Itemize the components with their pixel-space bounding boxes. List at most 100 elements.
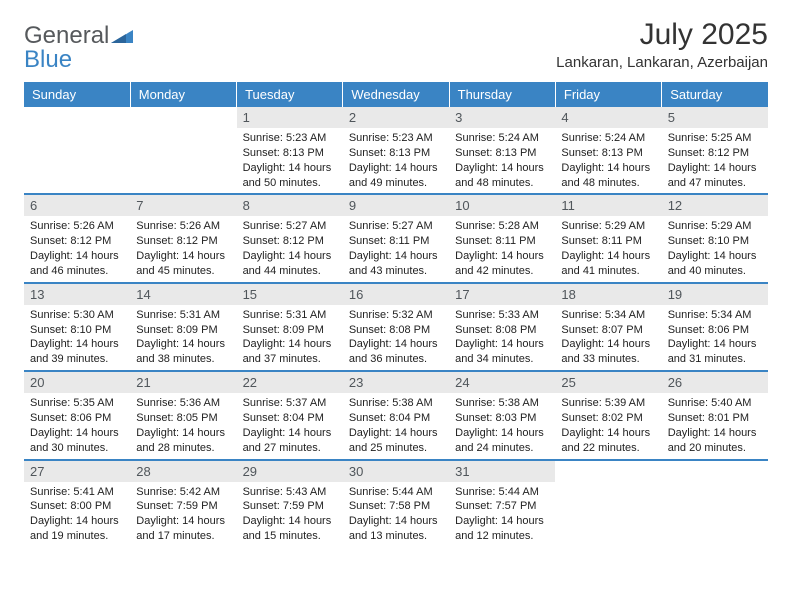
daylight-text: Daylight: 14 hours and 39 minutes.: [30, 337, 124, 367]
sunset-text: Sunset: 8:12 PM: [243, 234, 337, 249]
sunrise-text: Sunrise: 5:25 AM: [668, 131, 762, 146]
sunrise-text: Sunrise: 5:36 AM: [136, 396, 230, 411]
day-number: 23: [343, 372, 449, 393]
daylight-text: Daylight: 14 hours and 48 minutes.: [561, 161, 655, 191]
day-number: 10: [449, 195, 555, 216]
daylight-text: Daylight: 14 hours and 12 minutes.: [455, 514, 549, 544]
calendar-week-row: 20Sunrise: 5:35 AMSunset: 8:06 PMDayligh…: [24, 371, 768, 459]
sunrise-text: Sunrise: 5:27 AM: [243, 219, 337, 234]
title-block: July 2025 Lankaran, Lankaran, Azerbaijan: [556, 18, 768, 71]
day-content: Sunrise: 5:31 AMSunset: 8:09 PMDaylight:…: [237, 305, 343, 370]
sunrise-text: Sunrise: 5:39 AM: [561, 396, 655, 411]
weekday-header: Thursday: [449, 82, 555, 107]
location-text: Lankaran, Lankaran, Azerbaijan: [556, 54, 768, 71]
daylight-text: Daylight: 14 hours and 37 minutes.: [243, 337, 337, 367]
calendar-day-cell: 0: [662, 460, 768, 547]
sunset-text: Sunset: 8:10 PM: [30, 323, 124, 338]
calendar-day-cell: 28Sunrise: 5:42 AMSunset: 7:59 PMDayligh…: [130, 460, 236, 547]
calendar-day-cell: 0: [130, 107, 236, 194]
daylight-text: Daylight: 14 hours and 41 minutes.: [561, 249, 655, 279]
calendar-day-cell: 15Sunrise: 5:31 AMSunset: 8:09 PMDayligh…: [237, 283, 343, 371]
calendar-day-cell: 2Sunrise: 5:23 AMSunset: 8:13 PMDaylight…: [343, 107, 449, 194]
calendar-day-cell: 30Sunrise: 5:44 AMSunset: 7:58 PMDayligh…: [343, 460, 449, 547]
daylight-text: Daylight: 14 hours and 17 minutes.: [136, 514, 230, 544]
sunset-text: Sunset: 8:08 PM: [455, 323, 549, 338]
logo-text-part2: Blue: [24, 46, 72, 73]
day-content: Sunrise: 5:31 AMSunset: 8:09 PMDaylight:…: [130, 305, 236, 370]
day-number: 21: [130, 372, 236, 393]
sunset-text: Sunset: 8:11 PM: [455, 234, 549, 249]
day-number: 24: [449, 372, 555, 393]
sunrise-text: Sunrise: 5:44 AM: [455, 485, 549, 500]
day-content: Sunrise: 5:40 AMSunset: 8:01 PMDaylight:…: [662, 393, 768, 458]
sunrise-text: Sunrise: 5:29 AM: [668, 219, 762, 234]
sunset-text: Sunset: 8:12 PM: [136, 234, 230, 249]
calendar-day-cell: 1Sunrise: 5:23 AMSunset: 8:13 PMDaylight…: [237, 107, 343, 194]
daylight-text: Daylight: 14 hours and 42 minutes.: [455, 249, 549, 279]
day-number: 25: [555, 372, 661, 393]
sunset-text: Sunset: 8:05 PM: [136, 411, 230, 426]
sunrise-text: Sunrise: 5:40 AM: [668, 396, 762, 411]
weekday-header-row: SundayMondayTuesdayWednesdayThursdayFrid…: [24, 82, 768, 107]
day-content: Sunrise: 5:26 AMSunset: 8:12 PMDaylight:…: [24, 216, 130, 281]
daylight-text: Daylight: 14 hours and 43 minutes.: [349, 249, 443, 279]
day-content: Sunrise: 5:25 AMSunset: 8:12 PMDaylight:…: [662, 128, 768, 193]
day-content: Sunrise: 5:43 AMSunset: 7:59 PMDaylight:…: [237, 482, 343, 547]
day-number: 19: [662, 284, 768, 305]
day-content: Sunrise: 5:41 AMSunset: 8:00 PMDaylight:…: [24, 482, 130, 547]
sunrise-text: Sunrise: 5:26 AM: [136, 219, 230, 234]
calendar-day-cell: 21Sunrise: 5:36 AMSunset: 8:05 PMDayligh…: [130, 371, 236, 459]
daylight-text: Daylight: 14 hours and 30 minutes.: [30, 426, 124, 456]
calendar-day-cell: 6Sunrise: 5:26 AMSunset: 8:12 PMDaylight…: [24, 194, 130, 282]
day-content: Sunrise: 5:32 AMSunset: 8:08 PMDaylight:…: [343, 305, 449, 370]
sunrise-text: Sunrise: 5:24 AM: [455, 131, 549, 146]
header: GeneralBlue July 2025 Lankaran, Lankaran…: [24, 18, 768, 72]
sunset-text: Sunset: 8:11 PM: [349, 234, 443, 249]
calendar-day-cell: 24Sunrise: 5:38 AMSunset: 8:03 PMDayligh…: [449, 371, 555, 459]
sunset-text: Sunset: 8:03 PM: [455, 411, 549, 426]
day-number: 4: [555, 107, 661, 128]
sunrise-text: Sunrise: 5:34 AM: [561, 308, 655, 323]
day-number: 20: [24, 372, 130, 393]
sunrise-text: Sunrise: 5:24 AM: [561, 131, 655, 146]
sunset-text: Sunset: 8:08 PM: [349, 323, 443, 338]
daylight-text: Daylight: 14 hours and 19 minutes.: [30, 514, 124, 544]
sunrise-text: Sunrise: 5:43 AM: [243, 485, 337, 500]
day-number: 14: [130, 284, 236, 305]
day-content: Sunrise: 5:39 AMSunset: 8:02 PMDaylight:…: [555, 393, 661, 458]
sunrise-text: Sunrise: 5:33 AM: [455, 308, 549, 323]
day-content: Sunrise: 5:36 AMSunset: 8:05 PMDaylight:…: [130, 393, 236, 458]
sunset-text: Sunset: 7:59 PM: [136, 499, 230, 514]
calendar-day-cell: 13Sunrise: 5:30 AMSunset: 8:10 PMDayligh…: [24, 283, 130, 371]
day-content: Sunrise: 5:23 AMSunset: 8:13 PMDaylight:…: [237, 128, 343, 193]
day-number: 15: [237, 284, 343, 305]
day-content: Sunrise: 5:38 AMSunset: 8:03 PMDaylight:…: [449, 393, 555, 458]
sunset-text: Sunset: 8:13 PM: [561, 146, 655, 161]
sunrise-text: Sunrise: 5:37 AM: [243, 396, 337, 411]
day-number: 9: [343, 195, 449, 216]
day-number: 27: [24, 461, 130, 482]
logo-text-part1: General: [24, 22, 109, 49]
day-number: 13: [24, 284, 130, 305]
sunset-text: Sunset: 8:02 PM: [561, 411, 655, 426]
day-content: Sunrise: 5:34 AMSunset: 8:06 PMDaylight:…: [662, 305, 768, 370]
calendar-day-cell: 23Sunrise: 5:38 AMSunset: 8:04 PMDayligh…: [343, 371, 449, 459]
day-content: Sunrise: 5:24 AMSunset: 8:13 PMDaylight:…: [555, 128, 661, 193]
daylight-text: Daylight: 14 hours and 15 minutes.: [243, 514, 337, 544]
daylight-text: Daylight: 14 hours and 20 minutes.: [668, 426, 762, 456]
day-content: Sunrise: 5:35 AMSunset: 8:06 PMDaylight:…: [24, 393, 130, 458]
daylight-text: Daylight: 14 hours and 33 minutes.: [561, 337, 655, 367]
day-content: Sunrise: 5:27 AMSunset: 8:12 PMDaylight:…: [237, 216, 343, 281]
daylight-text: Daylight: 14 hours and 25 minutes.: [349, 426, 443, 456]
day-number: 11: [555, 195, 661, 216]
day-number: 6: [24, 195, 130, 216]
sunrise-text: Sunrise: 5:27 AM: [349, 219, 443, 234]
day-content: Sunrise: 5:29 AMSunset: 8:11 PMDaylight:…: [555, 216, 661, 281]
daylight-text: Daylight: 14 hours and 31 minutes.: [668, 337, 762, 367]
day-content: Sunrise: 5:29 AMSunset: 8:10 PMDaylight:…: [662, 216, 768, 281]
calendar-week-row: 13Sunrise: 5:30 AMSunset: 8:10 PMDayligh…: [24, 283, 768, 371]
day-number: 1: [237, 107, 343, 128]
daylight-text: Daylight: 14 hours and 22 minutes.: [561, 426, 655, 456]
calendar-day-cell: 26Sunrise: 5:40 AMSunset: 8:01 PMDayligh…: [662, 371, 768, 459]
sunset-text: Sunset: 8:11 PM: [561, 234, 655, 249]
